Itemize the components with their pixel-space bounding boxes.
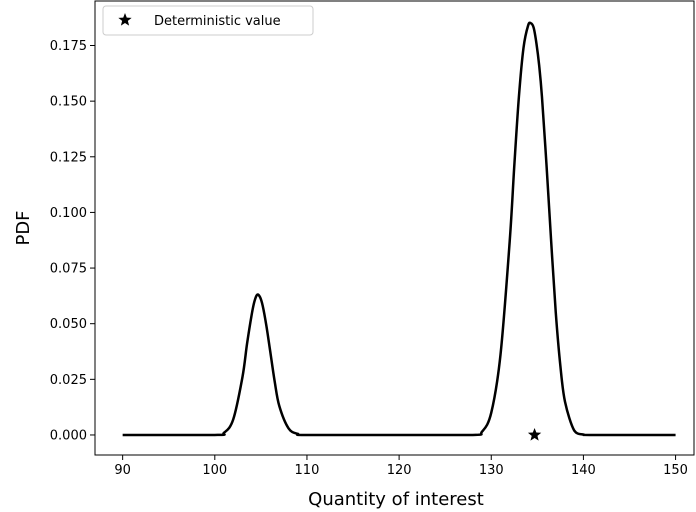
- x-axis-label: Quantity of interest: [308, 489, 484, 510]
- legend-box: [102, 5, 314, 36]
- x-axis-ticks: 90 100 110 120 130 140 150: [114, 455, 688, 478]
- y-tick-label: 0.075: [50, 262, 87, 277]
- y-tick-label: 0.175: [50, 39, 87, 54]
- x-tick-label: 90: [114, 463, 131, 478]
- y-axis-label: PDF: [13, 210, 34, 245]
- plot-frame: [94, 0, 695, 456]
- y-tick-label: 0.000: [50, 428, 87, 443]
- pdf-curve: [122, 21, 676, 437]
- x-tick-label: 130: [479, 463, 504, 478]
- x-tick-label: 150: [663, 463, 688, 478]
- x-tick-label: 140: [571, 463, 596, 478]
- legend-star-icon: [118, 13, 132, 26]
- x-tick-label: 120: [387, 463, 412, 478]
- marker-layer: [527, 427, 542, 441]
- y-tick-label: 0.100: [50, 206, 87, 221]
- y-tick-label: 0.050: [50, 317, 87, 332]
- y-tick-label: 0.150: [50, 95, 87, 110]
- y-tick-label: 0.025: [50, 373, 87, 388]
- x-tick-label: 110: [295, 463, 320, 478]
- x-tick-label: 100: [202, 463, 227, 478]
- legend: Deterministic value: [102, 5, 314, 36]
- y-tick-label: 0.125: [50, 150, 87, 165]
- y-axis-ticks: 0.000 0.025 0.050 0.075 0.100 0.125 0.150 0.175: [50, 39, 95, 443]
- deterministic-value-star-marker: [527, 427, 542, 441]
- legend-label: Deterministic value: [154, 14, 281, 29]
